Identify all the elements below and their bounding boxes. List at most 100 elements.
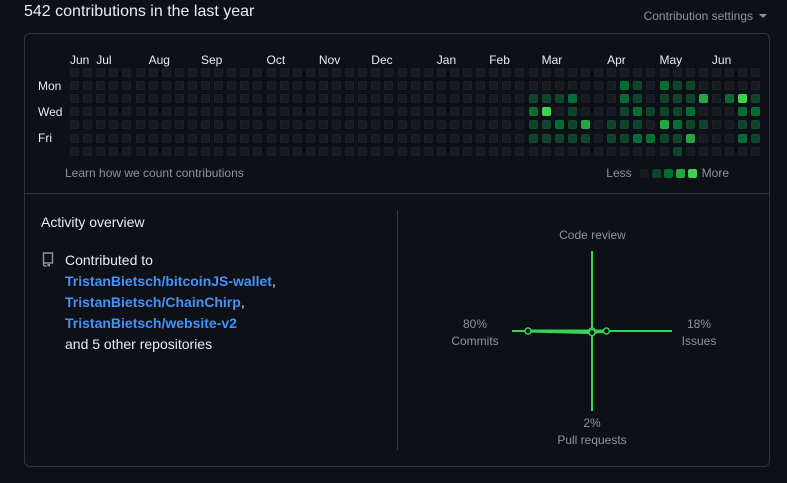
contribution-day-cell[interactable] (659, 146, 669, 156)
contribution-day-cell[interactable] (96, 94, 106, 104)
contribution-day-cell[interactable] (240, 146, 250, 156)
contribution-day-cell[interactable] (96, 133, 106, 143)
contribution-day-cell[interactable] (725, 107, 734, 117)
contribution-day-cell[interactable] (685, 94, 695, 104)
contribution-day-cell[interactable] (554, 107, 564, 117)
contribution-day-cell[interactable] (279, 120, 289, 130)
contribution-day-cell[interactable] (292, 146, 302, 156)
contribution-day-cell[interactable] (698, 146, 708, 156)
contribution-day-cell[interactable] (332, 133, 341, 143)
contribution-day-cell[interactable] (358, 68, 368, 77)
contribution-day-cell[interactable] (227, 81, 237, 91)
contribution-day-cell[interactable] (214, 120, 224, 130)
contribution-day-cell[interactable] (161, 107, 171, 117)
contribution-day-cell[interactable] (174, 120, 184, 130)
contribution-day-cell[interactable] (187, 68, 197, 77)
contribution-day-cell[interactable] (738, 94, 748, 104)
contribution-day-cell[interactable] (620, 68, 630, 77)
contribution-day-cell[interactable] (594, 107, 603, 117)
contribution-day-cell[interactable] (594, 120, 603, 130)
contribution-day-cell[interactable] (227, 107, 237, 117)
contribution-day-cell[interactable] (345, 120, 355, 130)
contribution-day-cell[interactable] (738, 68, 748, 77)
contribution-day-cell[interactable] (318, 133, 328, 143)
contribution-day-cell[interactable] (580, 107, 590, 117)
contribution-day-cell[interactable] (214, 68, 224, 77)
contribution-day-cell[interactable] (70, 81, 79, 91)
contribution-day-cell[interactable] (567, 146, 577, 156)
contribution-day-cell[interactable] (161, 120, 171, 130)
contribution-day-cell[interactable] (96, 81, 106, 91)
contribution-day-cell[interactable] (738, 133, 748, 143)
contribution-day-cell[interactable] (672, 146, 682, 156)
contribution-day-cell[interactable] (345, 68, 355, 77)
contribution-day-cell[interactable] (332, 146, 341, 156)
contribution-day-cell[interactable] (633, 107, 643, 117)
contribution-day-cell[interactable] (187, 81, 197, 91)
contribution-day-cell[interactable] (423, 146, 433, 156)
contribution-day-cell[interactable] (567, 81, 577, 91)
contribution-day-cell[interactable] (345, 133, 355, 143)
contribution-day-cell[interactable] (423, 133, 433, 143)
contribution-day-cell[interactable] (711, 133, 721, 143)
contribution-day-cell[interactable] (463, 120, 472, 130)
contribution-day-cell[interactable] (305, 120, 315, 130)
contribution-day-cell[interactable] (698, 133, 708, 143)
repo-link-website-v2[interactable]: TristanBietsch/website-v2 (65, 315, 237, 331)
contribution-day-cell[interactable] (646, 81, 656, 91)
contribution-day-cell[interactable] (109, 94, 119, 104)
contribution-day-cell[interactable] (620, 81, 630, 91)
contribution-day-cell[interactable] (554, 146, 564, 156)
contribution-day-cell[interactable] (463, 107, 472, 117)
contribution-day-cell[interactable] (476, 81, 486, 91)
contribution-day-cell[interactable] (725, 94, 734, 104)
contribution-day-cell[interactable] (122, 146, 132, 156)
contribution-day-cell[interactable] (528, 81, 538, 91)
contribution-day-cell[interactable] (672, 94, 682, 104)
contribution-day-cell[interactable] (685, 120, 695, 130)
contribution-day-cell[interactable] (187, 120, 197, 130)
contribution-day-cell[interactable] (397, 146, 407, 156)
contribution-day-cell[interactable] (109, 146, 119, 156)
contribution-day-cell[interactable] (266, 81, 276, 91)
contribution-day-cell[interactable] (279, 107, 289, 117)
contribution-day-cell[interactable] (292, 94, 302, 104)
contribution-day-cell[interactable] (122, 94, 132, 104)
contribution-day-cell[interactable] (502, 107, 512, 117)
contribution-day-cell[interactable] (384, 120, 394, 130)
contribution-day-cell[interactable] (449, 81, 459, 91)
contribution-day-cell[interactable] (305, 68, 315, 77)
contribution-day-cell[interactable] (109, 107, 119, 117)
contribution-day-cell[interactable] (332, 68, 341, 77)
contribution-day-cell[interactable] (463, 94, 472, 104)
contribution-day-cell[interactable] (109, 68, 119, 77)
contribution-day-cell[interactable] (580, 120, 590, 130)
contribution-day-cell[interactable] (214, 94, 224, 104)
contribution-day-cell[interactable] (725, 146, 734, 156)
repo-link-bitcoinjs-wallet[interactable]: TristanBietsch/bitcoinJS-wallet (65, 273, 272, 289)
contribution-day-cell[interactable] (541, 81, 551, 91)
contribution-day-cell[interactable] (240, 81, 250, 91)
contribution-day-cell[interactable] (541, 146, 551, 156)
contribution-day-cell[interactable] (607, 146, 617, 156)
contribution-day-cell[interactable] (567, 120, 577, 130)
contribution-day-cell[interactable] (711, 120, 721, 130)
contribution-day-cell[interactable] (751, 68, 761, 77)
contribution-day-cell[interactable] (227, 133, 237, 143)
contribution-day-cell[interactable] (476, 68, 486, 77)
contribution-day-cell[interactable] (279, 81, 289, 91)
contribution-day-cell[interactable] (528, 146, 538, 156)
contribution-day-cell[interactable] (711, 81, 721, 91)
contribution-day-cell[interactable] (685, 146, 695, 156)
contribution-day-cell[interactable] (332, 81, 341, 91)
contribution-day-cell[interactable] (201, 146, 210, 156)
contribution-day-cell[interactable] (397, 81, 407, 91)
contribution-day-cell[interactable] (279, 133, 289, 143)
contribution-day-cell[interactable] (305, 94, 315, 104)
contribution-day-cell[interactable] (279, 94, 289, 104)
contribution-day-cell[interactable] (96, 120, 106, 130)
contribution-day-cell[interactable] (83, 133, 93, 143)
contribution-day-cell[interactable] (410, 107, 420, 117)
contribution-day-cell[interactable] (463, 146, 472, 156)
contribution-day-cell[interactable] (463, 81, 472, 91)
